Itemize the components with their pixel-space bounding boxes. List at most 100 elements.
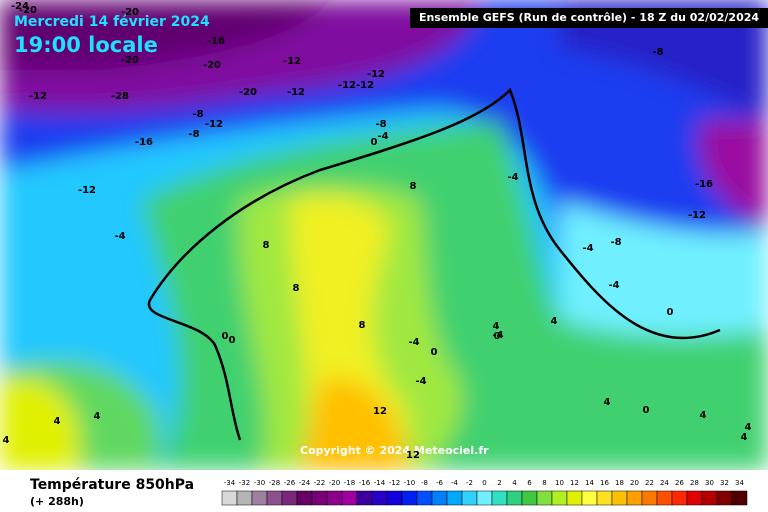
colorbar-swatch <box>401 490 418 506</box>
header-box <box>410 8 768 28</box>
contour-label: -8 <box>375 119 386 130</box>
zero-isotherm <box>147 87 721 441</box>
date: Mercredi 14 février 2024 <box>14 14 210 30</box>
colorbar-swatch <box>251 490 268 506</box>
colorbar-label: -24 <box>299 479 311 487</box>
colorbar-label: -18 <box>344 479 355 487</box>
colorbar-swatch <box>266 490 283 506</box>
contour-label: -28 <box>111 91 129 102</box>
colorbar-label: 8 <box>542 479 546 487</box>
contour-label: 4 <box>700 410 707 421</box>
contour-label: -20 <box>121 7 139 18</box>
colorbar-swatch <box>656 490 673 506</box>
contour-label: -20 <box>121 55 139 66</box>
contour-label: 0 <box>431 347 438 358</box>
contour-label: 4 <box>94 411 101 422</box>
colorbar-label: 4 <box>512 479 517 487</box>
contour-label: 4 <box>3 435 10 446</box>
colorbar-label: 10 <box>555 479 564 487</box>
colorbar-swatch <box>641 490 658 506</box>
contour-label: 0 <box>494 331 501 342</box>
colorbar-label: 12 <box>570 479 579 487</box>
colorbar-label: -26 <box>284 479 296 487</box>
time: 19:00 locale <box>14 33 158 57</box>
colorbar-swatch <box>731 490 748 506</box>
lead-time: (+ 288h) <box>30 495 84 508</box>
contour-label: -16 <box>135 137 153 148</box>
colorbar-label: 30 <box>705 479 714 487</box>
contour-label: 4 <box>54 416 61 427</box>
contour-label: 4 <box>604 397 611 408</box>
contour-labels: -24-20 -20-16-20 -12-20-12-28 -20-12-12-12-… <box>3 1 752 461</box>
colorbar-label: -14 <box>374 479 386 487</box>
colorbar-label: 16 <box>600 479 609 487</box>
colorbar-label: -2 <box>466 479 473 487</box>
colorbar-label: 0 <box>482 479 486 487</box>
contour-label: -4 <box>415 376 426 387</box>
colorbar-swatch <box>536 490 553 506</box>
contour-label: 0 <box>643 405 650 416</box>
colorbar-swatch <box>341 490 358 506</box>
contour-label: 4 <box>741 432 748 443</box>
colorbar-label: -12 <box>389 479 400 487</box>
contour-label: -4 <box>408 337 419 348</box>
colorbar-swatch <box>716 490 733 506</box>
colorbar-swatch <box>476 490 493 506</box>
colorbar-swatch <box>221 490 238 506</box>
colorbar-label: -32 <box>239 479 250 487</box>
contour-label: 0 <box>667 307 674 318</box>
contour-label: -8 <box>192 109 203 120</box>
contour-label: -12 <box>688 210 706 221</box>
colorbar-label: 32 <box>720 479 729 487</box>
colorbar-label: -30 <box>254 479 265 487</box>
contour-label: -12 <box>283 56 301 67</box>
colorbar-label: -20 <box>329 479 340 487</box>
contour-label: -12 <box>367 69 385 80</box>
contour-label: -8 <box>610 237 621 248</box>
contour-label: -24 <box>11 1 29 12</box>
variable: Température 850hPa <box>30 477 194 493</box>
colorbar-label: -4 <box>451 479 459 487</box>
temperature-field <box>0 0 768 470</box>
contour-label: 8 <box>359 320 366 331</box>
contour-label: 8 <box>410 181 417 192</box>
contour-label: -16 <box>695 179 713 190</box>
colorbar-label: 2 <box>497 479 501 487</box>
colorbar-swatch <box>326 490 343 506</box>
contour-label: -12 <box>205 119 223 130</box>
header: Ensemble GEFS (Run de contrôle) - 18 Z d… <box>419 11 759 24</box>
colorbar-label: -10 <box>404 479 415 487</box>
colorbar-label: 18 <box>615 479 624 487</box>
colorbar-swatch <box>236 490 253 506</box>
colorbar-label: 26 <box>675 479 684 487</box>
contour-label: -20 <box>239 87 257 98</box>
colorbar-swatch <box>506 490 523 506</box>
colorbar-swatch <box>686 490 703 506</box>
colorbar-label: 6 <box>527 479 532 487</box>
contour-label: 4 <box>551 316 558 327</box>
colorbar-swatch <box>356 490 373 506</box>
colorbar-label: 34 <box>735 479 744 487</box>
contour-label: 4 <box>745 422 752 433</box>
contour-label: -12 <box>78 185 96 196</box>
colorbar-label: -28 <box>269 479 280 487</box>
contour-label: 4 <box>493 321 500 332</box>
colorbar-label: -8 <box>421 479 428 487</box>
contour-label: -4 <box>507 172 518 183</box>
colorbar-swatch <box>311 490 328 506</box>
colorbar-swatch <box>491 490 508 506</box>
contour-label: -20 <box>19 5 37 16</box>
contour-label: -4 <box>114 231 125 242</box>
colorbar-swatch <box>521 490 538 506</box>
contour-label: -4 <box>608 280 619 291</box>
contour-label: -12 <box>287 87 305 98</box>
colorbar-swatch <box>416 490 433 506</box>
contour-label: 12 <box>373 406 387 417</box>
colorbar-label: 14 <box>585 479 594 487</box>
contour-label: -20 <box>203 60 221 71</box>
contour-label: 0 <box>222 331 229 342</box>
contour-label: -12-12 <box>338 80 374 91</box>
colorbar-swatch <box>281 490 298 506</box>
colorbar-swatch <box>581 490 598 506</box>
colorbar-swatch <box>611 490 628 506</box>
